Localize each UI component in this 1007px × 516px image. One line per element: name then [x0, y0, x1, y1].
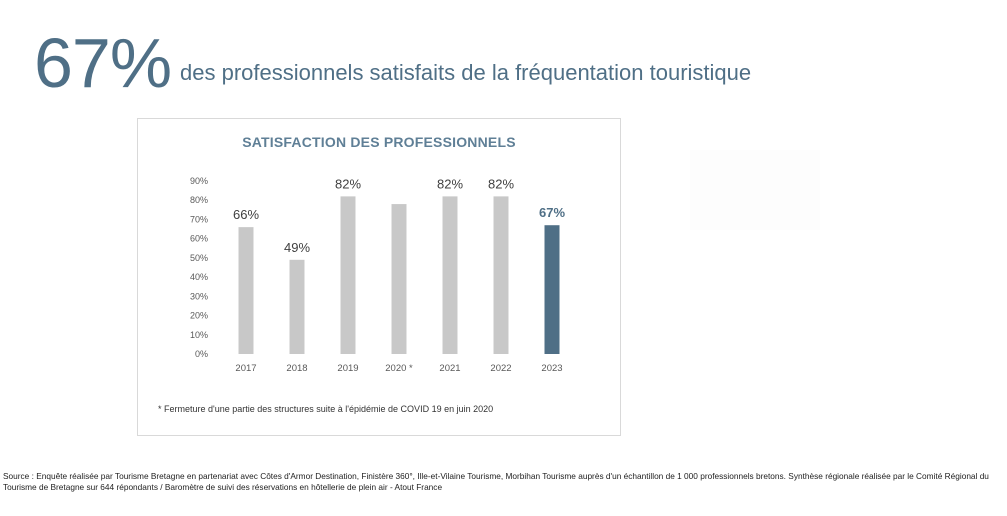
x-tick-label: 2021 — [439, 363, 460, 374]
data-label: 66% — [233, 207, 259, 222]
headline-percentage: 67% — [34, 24, 172, 102]
data-label: 67% — [539, 205, 565, 220]
bar-chart: 0% 10% 20% 30% 40% 50% 60% 70% 80% 90% 66% 2017 49% 2… — [190, 176, 565, 374]
bar-2023 — [544, 225, 560, 354]
x-tick-label: 2022 — [490, 363, 511, 374]
y-tick-label: 20% — [190, 311, 208, 321]
y-tick-label: 60% — [190, 234, 208, 244]
chart-footnote: * Fermeture d'une partie des structures … — [158, 404, 494, 414]
data-label: 82% — [437, 176, 463, 191]
bar-2021 — [442, 196, 458, 354]
data-label: 82% — [335, 176, 361, 191]
x-tick-label: 2019 — [337, 363, 358, 374]
headline-text: des professionnels satisfaits de la fréq… — [180, 60, 752, 85]
bar-2018 — [289, 259, 305, 354]
y-tick-label: 90% — [190, 176, 208, 186]
y-tick-label: 10% — [190, 330, 208, 340]
x-tick-label: 2018 — [286, 363, 307, 374]
y-tick-label: 70% — [190, 214, 208, 224]
bar-2022 — [493, 196, 509, 354]
x-tick-label: 2017 — [235, 363, 256, 374]
faded-panel — [690, 150, 820, 230]
data-label: 49% — [284, 240, 310, 255]
data-label: 82% — [488, 176, 514, 191]
y-tick-label: 0% — [195, 349, 208, 359]
y-tick-label: 40% — [190, 272, 208, 282]
bar-2020 — [391, 204, 407, 354]
bar-2019 — [340, 196, 356, 354]
bar-2017 — [238, 227, 254, 354]
y-tick-label: 50% — [190, 253, 208, 263]
x-tick-label: 2023 — [541, 363, 562, 374]
y-tick-label: 80% — [190, 195, 208, 205]
source-note: Source : Enquête réalisée par Tourisme B… — [3, 471, 989, 492]
chart-title: SATISFACTION DES PROFESSIONNELS — [242, 134, 516, 150]
y-tick-label: 30% — [190, 291, 208, 301]
x-tick-label: 2020 * — [385, 363, 413, 374]
chart-card: SATISFACTION DES PROFESSIONNELS 0% 10% 20%… — [137, 118, 621, 436]
